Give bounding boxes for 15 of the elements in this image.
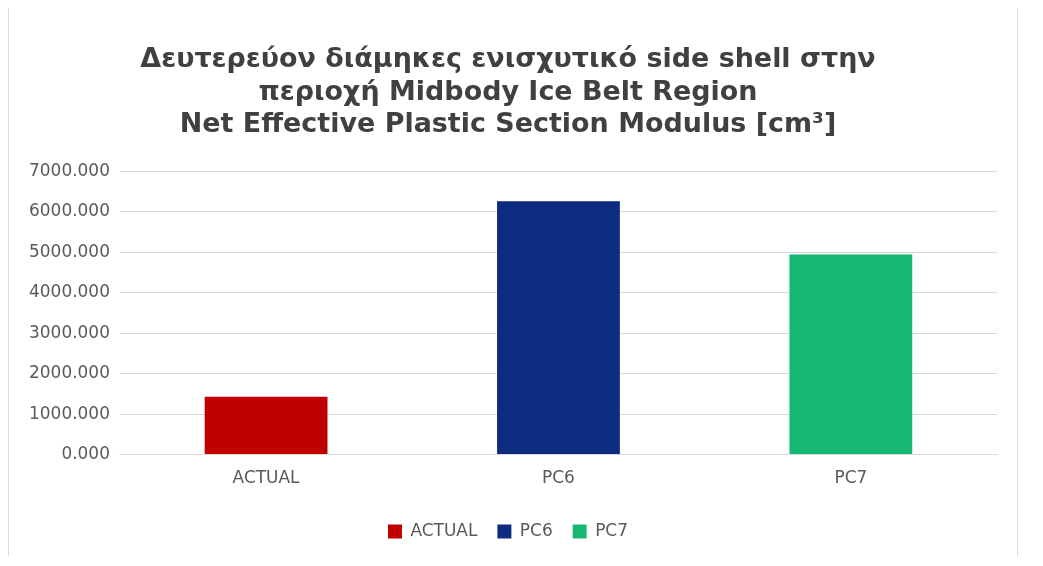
y-tick-label: 7000.000	[29, 159, 110, 180]
legend-label: ACTUAL	[410, 519, 478, 540]
y-tick-label: 6000.000	[29, 200, 110, 221]
x-tick-label: PC6	[542, 467, 575, 488]
x-tick-label: ACTUAL	[232, 467, 301, 488]
chart-title: Δευτερεύον διάμηκες ενισχυτικό side shell στην περιοχή Midbody Ice Belt Region Net Effective Plastic Section Modulus [cm³]	[140, 42, 876, 139]
y-tick-label: 1000.000	[29, 402, 110, 423]
y-tick-label: 5000.000	[29, 240, 110, 261]
y-tick-label: 3000.000	[29, 321, 110, 342]
legend-label: PC7	[595, 519, 629, 540]
y-tick-label: 2000.000	[29, 362, 110, 383]
y-tick-label: 0.000	[61, 443, 110, 464]
legend-label: PC6	[519, 519, 553, 540]
x-tick-label: PC7	[834, 467, 868, 488]
y-tick-label: 4000.000	[29, 281, 110, 302]
